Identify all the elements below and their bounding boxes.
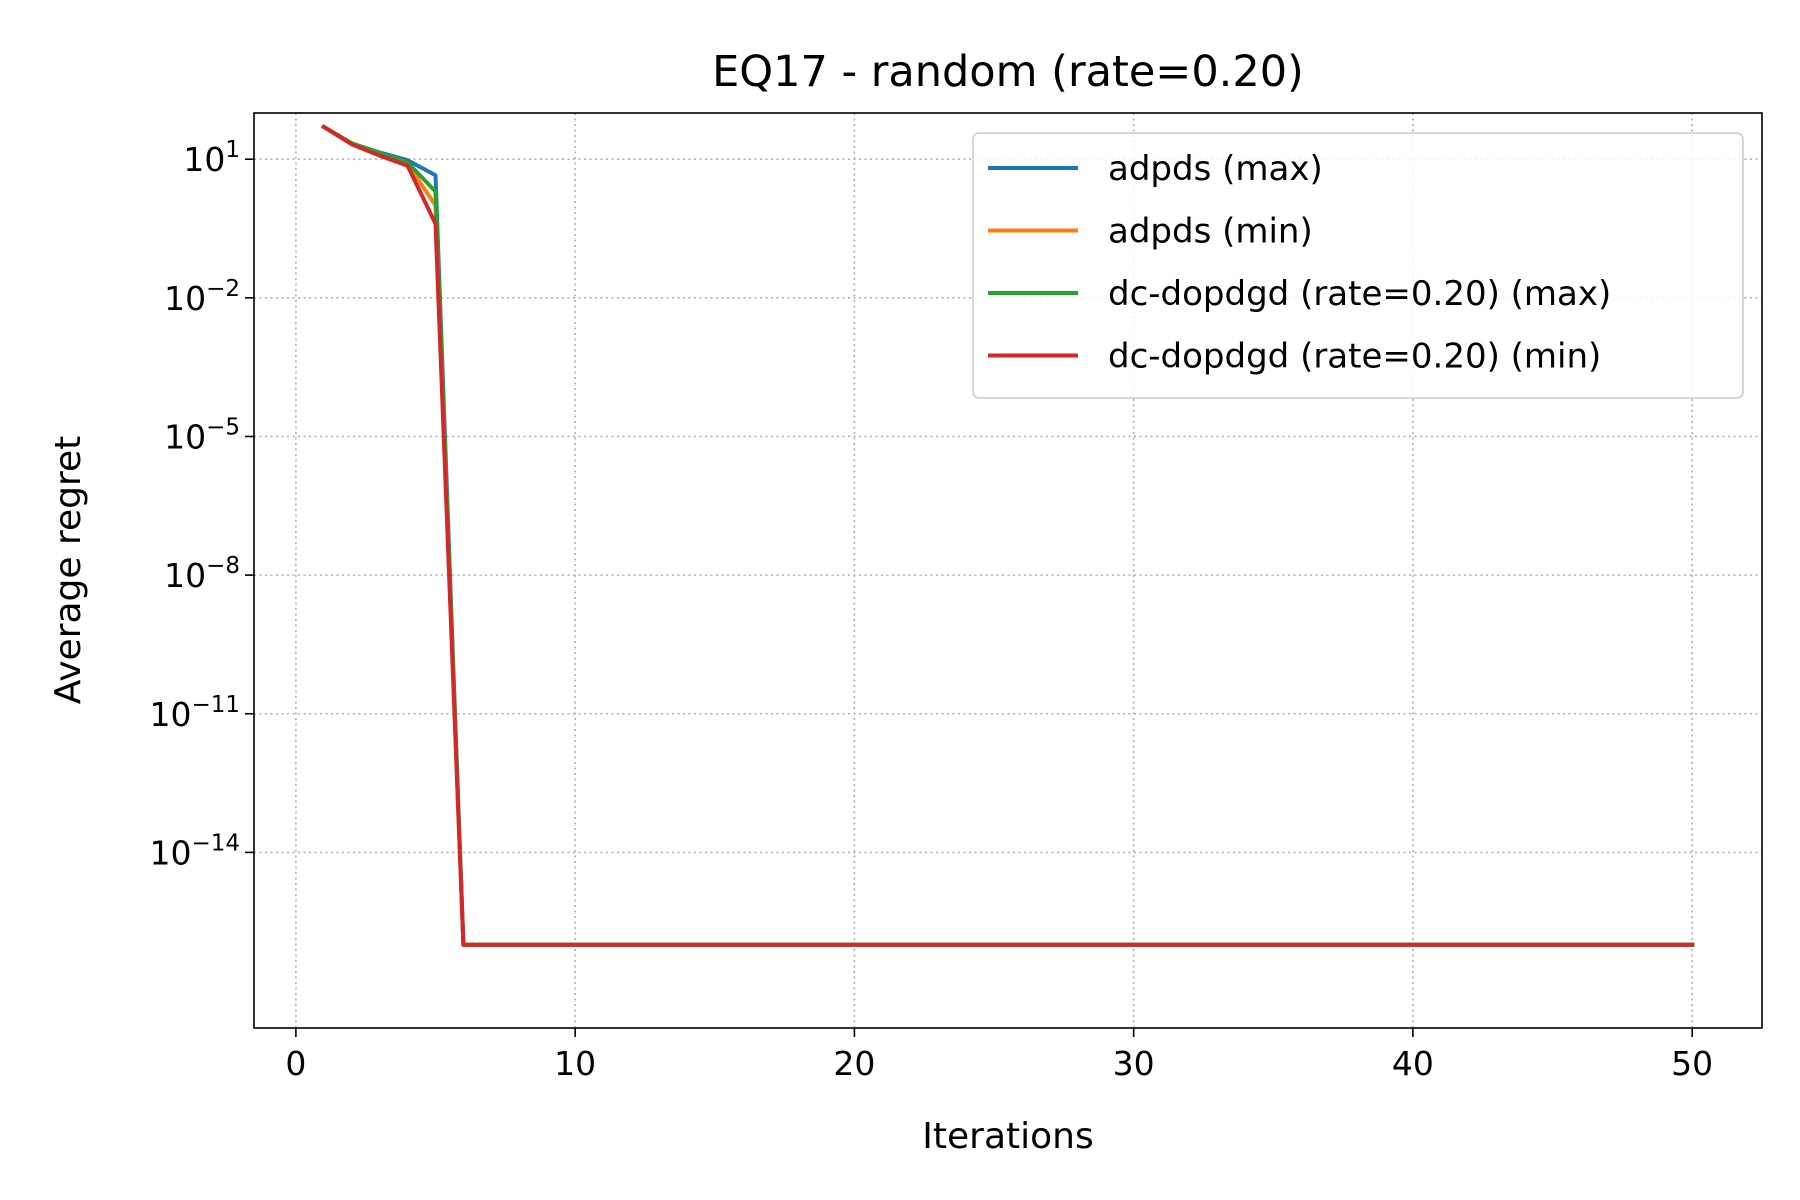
legend-label: adpds (max) [1108,149,1323,189]
x-tick-label: 50 [1671,1044,1713,1083]
legend-label: adpds (min) [1108,212,1313,252]
y-axis-label: Average regret [48,436,89,705]
y-tick-label: 10−14 [149,830,240,872]
y-tick-label: 10−5 [164,414,240,456]
series-line-4 [321,124,1695,947]
legend-label: dc-dopdgd (rate=0.20) (max) [1108,274,1611,314]
legend: adpds (max) adpds (min) dc-dopdgd (rate=0.… [972,132,1744,399]
y-tick-label: 10−11 [149,692,240,734]
y-tick-label: 10−2 [164,276,240,318]
legend-label: dc-dopdgd (rate=0.20) (min) [1108,337,1601,377]
x-axis: 0 10 20 30 40 50 [285,1028,1713,1083]
plot-frame [253,112,1763,1029]
x-tick-label: 10 [554,1044,596,1083]
chart-title: EQ17 - random (rate=0.20) [712,47,1304,97]
legend-box [972,132,1744,399]
series-layer [321,124,1695,947]
y-tick-label: 10−8 [164,553,240,595]
y-axis: 101 10−2 10−5 10−8 10−11 10−14 [149,137,254,872]
x-tick-label: 30 [1113,1044,1155,1083]
x-tick-label: 0 [285,1044,306,1083]
y-tick-label: 101 [183,137,240,179]
x-axis-label: Iterations [922,1116,1093,1157]
x-tick-label: 40 [1392,1044,1434,1083]
x-tick-label: 20 [833,1044,875,1083]
